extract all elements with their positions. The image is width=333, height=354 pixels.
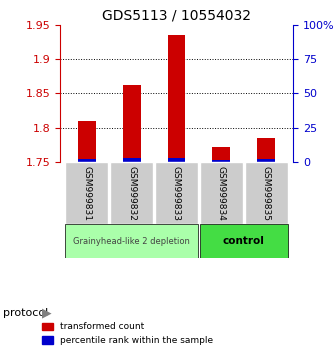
FancyBboxPatch shape — [200, 162, 243, 224]
Bar — [257, 138, 275, 162]
Text: GSM999835: GSM999835 — [262, 166, 271, 221]
Text: control: control — [223, 236, 265, 246]
FancyBboxPatch shape — [155, 162, 198, 224]
Bar — [78, 159, 96, 162]
Text: GSM999833: GSM999833 — [172, 166, 181, 221]
FancyBboxPatch shape — [65, 224, 198, 258]
Bar — [167, 35, 185, 162]
Bar — [212, 147, 230, 162]
Bar — [257, 159, 275, 162]
Text: protocol: protocol — [3, 308, 49, 318]
Text: GSM999831: GSM999831 — [82, 166, 91, 221]
Bar — [212, 160, 230, 162]
Text: GSM999832: GSM999832 — [127, 166, 136, 221]
Bar — [123, 85, 141, 162]
Bar — [78, 121, 96, 162]
Text: ▶: ▶ — [42, 307, 51, 320]
Title: GDS5113 / 10554032: GDS5113 / 10554032 — [102, 8, 251, 22]
Text: GSM999834: GSM999834 — [217, 166, 226, 221]
Text: Grainyhead-like 2 depletion: Grainyhead-like 2 depletion — [73, 237, 190, 246]
Bar — [167, 158, 185, 162]
FancyBboxPatch shape — [245, 162, 288, 224]
FancyBboxPatch shape — [200, 224, 288, 258]
FancyBboxPatch shape — [65, 162, 108, 224]
FancyBboxPatch shape — [110, 162, 153, 224]
Legend: transformed count, percentile rank within the sample: transformed count, percentile rank withi… — [38, 318, 218, 349]
Bar — [123, 158, 141, 162]
